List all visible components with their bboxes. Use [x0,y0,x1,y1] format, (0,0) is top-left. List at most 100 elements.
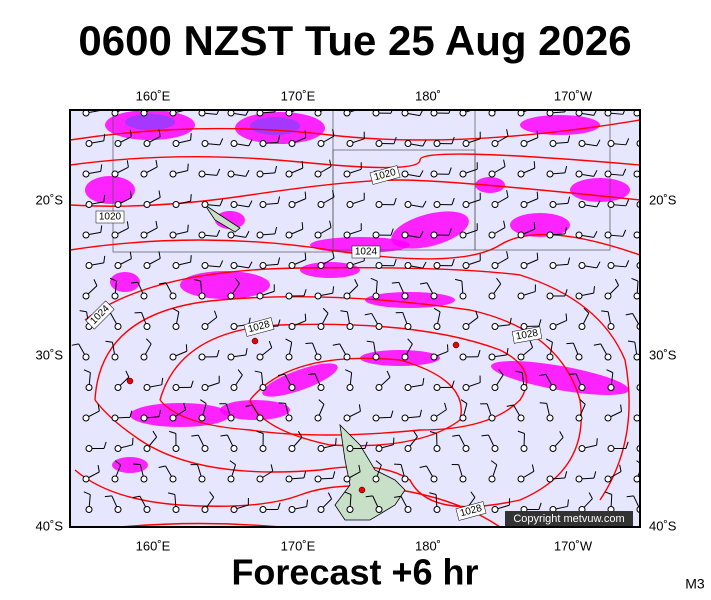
barb-station [143,140,151,147]
barb-feather [304,313,307,321]
barb-station [114,140,122,147]
barb-station [169,110,177,117]
frame [69,109,641,528]
barb-feather [655,255,656,262]
barb-feather [158,129,161,137]
barb-station [201,201,209,208]
barb-feather [394,495,402,498]
barb-station [549,323,557,330]
barb-station [546,475,554,483]
barb-feather [593,169,598,177]
barb-station [198,292,206,300]
barb-feather [187,163,189,171]
barb-station [343,110,351,117]
axis-labels: 160˚E 160˚E 170˚E 170˚E 180˚ 180˚ 170˚W 170˚W 20… [36,88,677,553]
barb-feather [158,190,161,198]
barb-feather [145,338,152,345]
barb-feather [419,231,424,238]
barb-feather [655,133,656,140]
barb-station [82,170,90,178]
barb-feather [256,430,264,434]
barb-station [488,292,496,300]
barb-station [430,292,438,300]
barb-staff [639,447,640,449]
barb-feather [567,196,571,204]
barb-station [256,292,264,300]
barb-station [82,414,90,422]
barb-station [288,506,296,513]
barb-station [578,323,586,330]
barb-station [430,475,438,483]
barb-feather [451,258,455,266]
barb-feather [297,430,303,438]
barb-feather [158,409,162,417]
barb-station [169,353,177,361]
barb-station [546,292,554,300]
barb-station [404,384,412,391]
barb-feather [103,194,106,202]
barb-station [317,445,325,452]
barb-feather [477,349,481,357]
barb-station [401,170,409,178]
barb-station [259,140,267,147]
barb-feather [277,373,285,377]
barb-feather [307,373,316,375]
barb-feather [161,377,164,385]
barb-feather [364,312,372,316]
barb-feather [475,310,479,318]
barb-feather [419,465,427,468]
barb-feather [614,278,620,286]
barb-feather [126,160,129,168]
barb-feather [452,434,460,437]
barb-feather [515,370,523,374]
barb-feather [329,220,332,228]
barb-station [633,170,640,178]
barb-station [488,414,496,422]
barb-feather [390,228,394,236]
isobar-label: 1028 [455,501,487,521]
barb-station [433,445,441,452]
isobars [70,119,640,527]
barb-station [607,384,615,391]
barb-station [517,414,525,422]
barb-feather [419,409,422,417]
barb-station [314,231,322,239]
barb-station [372,110,380,117]
barb-station [201,506,209,513]
barb-station [314,414,322,422]
barb-feather [386,370,391,378]
barb-station [288,384,296,391]
barb-feather [277,319,281,327]
barb-feather [303,470,307,479]
barb-feather [481,434,489,437]
barb-station [578,384,586,391]
barb-station [230,445,238,452]
new-caledonia [204,204,241,233]
barb-feather [103,133,106,141]
barb-station [230,384,238,391]
barb-station [462,445,470,452]
barb-station [230,506,238,513]
barb-station [491,262,499,269]
barb-station [604,231,612,239]
barb-feather [546,338,553,343]
barb-station [633,475,640,483]
barb-feather [103,255,106,263]
barb-station [404,445,412,452]
barb-feather [277,135,281,143]
barb-station [372,353,380,361]
isobar-label: 1028 [511,326,543,344]
barb-station [172,140,180,147]
barb-feather [354,279,359,286]
barb-feather [413,430,418,438]
barb-feather [606,369,614,374]
barb-station [140,110,148,117]
barb-station [314,110,322,117]
barb-station [172,262,180,269]
barb-feather [277,196,281,204]
barb-station [604,353,612,361]
barb-feather [506,251,509,259]
barb-station [517,292,525,300]
barb-feather [127,99,128,106]
